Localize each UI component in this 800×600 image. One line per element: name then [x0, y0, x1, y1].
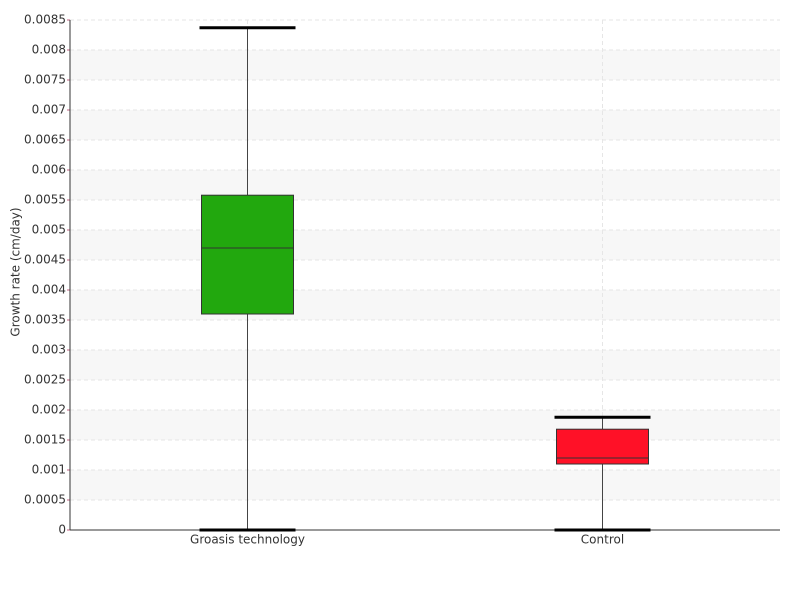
y-tick-label: 0.006: [32, 163, 66, 177]
grid-band: [70, 410, 780, 440]
grid-band: [70, 110, 780, 140]
y-tick-label: 0.001: [32, 463, 66, 477]
box: [201, 194, 294, 315]
grid-band: [70, 470, 780, 500]
grid-band: [70, 290, 780, 320]
x-tick-label: Control: [581, 533, 624, 547]
y-tick-label: 0.0045: [24, 253, 66, 267]
y-tick-label: 0.0075: [24, 73, 66, 87]
x-tick-label: Groasis technology: [190, 533, 305, 547]
grid-band: [70, 350, 780, 380]
y-axis-label: Growth rate (cm/day): [9, 207, 23, 336]
y-tick-label: 0.0025: [24, 373, 66, 387]
y-tick-label: 0.0015: [24, 433, 66, 447]
y-tick-label: 0.005: [32, 223, 66, 237]
y-tick-label: 0.0085: [24, 13, 66, 27]
box: [556, 428, 649, 465]
grid-band: [70, 230, 780, 260]
y-tick-label: 0.0055: [24, 193, 66, 207]
y-tick-label: 0.0005: [24, 493, 66, 507]
grid-band: [70, 50, 780, 80]
y-tick-label: 0: [58, 523, 66, 537]
y-tick-label: 0.002: [32, 403, 66, 417]
y-tick-label: 0.004: [32, 283, 66, 297]
y-tick-label: 0.008: [32, 43, 66, 57]
y-tick-label: 0.0065: [24, 133, 66, 147]
y-tick-label: 0.007: [32, 103, 66, 117]
y-tick-label: 0.0035: [24, 313, 66, 327]
y-tick-label: 0.003: [32, 343, 66, 357]
grid-band: [70, 170, 780, 200]
